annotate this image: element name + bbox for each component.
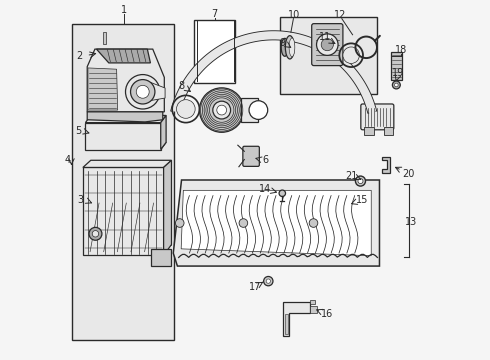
Text: 10: 10 xyxy=(288,10,300,20)
Circle shape xyxy=(317,34,338,55)
Polygon shape xyxy=(164,160,171,255)
Circle shape xyxy=(309,219,318,227)
Text: 4: 4 xyxy=(64,155,70,165)
Polygon shape xyxy=(241,98,258,122)
FancyBboxPatch shape xyxy=(361,104,394,130)
Polygon shape xyxy=(97,49,150,63)
Bar xyxy=(285,315,288,334)
Text: 8: 8 xyxy=(178,81,184,91)
Polygon shape xyxy=(91,160,172,244)
Text: 7: 7 xyxy=(211,9,218,19)
Bar xyxy=(194,21,235,83)
Circle shape xyxy=(199,88,244,132)
Circle shape xyxy=(130,80,155,104)
Text: 14: 14 xyxy=(259,184,271,194)
Ellipse shape xyxy=(289,38,295,57)
Text: 18: 18 xyxy=(395,45,408,55)
Polygon shape xyxy=(85,116,166,123)
Circle shape xyxy=(125,75,160,109)
Bar xyxy=(391,51,402,80)
Circle shape xyxy=(394,83,398,87)
Polygon shape xyxy=(85,123,161,149)
Circle shape xyxy=(136,85,149,98)
Polygon shape xyxy=(161,116,166,149)
Circle shape xyxy=(343,47,359,63)
Ellipse shape xyxy=(281,39,289,56)
Polygon shape xyxy=(283,302,310,336)
PathPatch shape xyxy=(171,31,376,113)
Circle shape xyxy=(213,101,231,119)
FancyBboxPatch shape xyxy=(243,146,259,166)
Bar xyxy=(310,306,317,313)
Polygon shape xyxy=(173,180,379,266)
Circle shape xyxy=(176,100,195,118)
Text: 11: 11 xyxy=(318,32,331,42)
Circle shape xyxy=(89,227,102,240)
Bar xyxy=(151,249,171,266)
Text: 1: 1 xyxy=(121,5,127,15)
Circle shape xyxy=(92,230,98,237)
Text: 5: 5 xyxy=(75,126,81,135)
Text: 16: 16 xyxy=(321,309,334,319)
Ellipse shape xyxy=(285,36,294,59)
Polygon shape xyxy=(181,190,371,256)
Circle shape xyxy=(175,219,184,227)
Polygon shape xyxy=(87,112,163,122)
Text: 2: 2 xyxy=(76,50,82,60)
Polygon shape xyxy=(87,49,164,112)
Polygon shape xyxy=(150,82,165,100)
Text: 20: 20 xyxy=(402,169,415,179)
Circle shape xyxy=(358,179,363,184)
Circle shape xyxy=(279,190,286,197)
Text: 3: 3 xyxy=(78,195,84,205)
Bar xyxy=(280,17,377,94)
Bar xyxy=(310,300,315,305)
Polygon shape xyxy=(83,160,172,167)
Circle shape xyxy=(239,219,247,227)
Circle shape xyxy=(355,176,366,186)
Circle shape xyxy=(321,39,333,51)
Text: 6: 6 xyxy=(263,155,269,165)
Circle shape xyxy=(392,81,400,89)
Text: 19: 19 xyxy=(392,68,405,78)
Bar xyxy=(72,24,174,339)
Circle shape xyxy=(266,279,270,283)
Bar xyxy=(365,127,374,135)
Polygon shape xyxy=(83,167,164,255)
Text: 15: 15 xyxy=(356,195,368,205)
Circle shape xyxy=(217,105,226,115)
Polygon shape xyxy=(85,142,166,149)
Circle shape xyxy=(249,101,268,120)
Text: 21: 21 xyxy=(345,171,358,181)
Text: 13: 13 xyxy=(405,217,417,227)
Text: 12: 12 xyxy=(334,10,346,20)
Circle shape xyxy=(264,276,273,286)
Text: 17: 17 xyxy=(248,282,261,292)
Polygon shape xyxy=(382,157,390,173)
Text: 9: 9 xyxy=(280,38,286,48)
Bar xyxy=(384,127,393,135)
FancyBboxPatch shape xyxy=(312,24,343,66)
Polygon shape xyxy=(88,68,118,110)
Bar xyxy=(103,32,106,44)
